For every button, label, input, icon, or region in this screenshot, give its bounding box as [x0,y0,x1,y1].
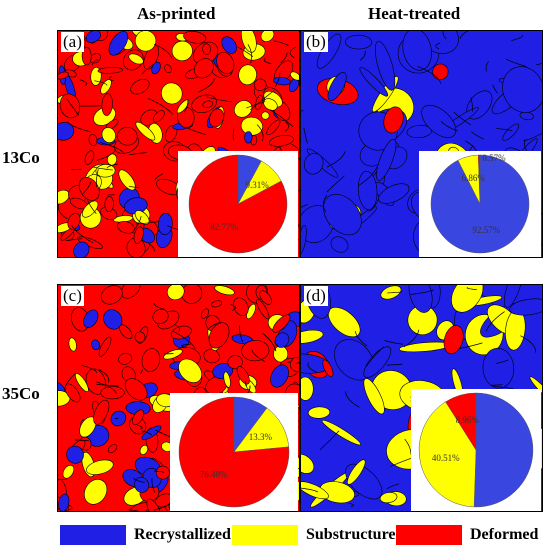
panel-d: 40.51% 8.96% (d) [300,284,543,512]
pie-label-substructured: 40.51% [432,453,460,463]
panel-c: 13.3% 76.48% (c) [57,284,300,512]
legend-item-substructured: Substructured [232,522,404,548]
pie-chart-b: 92.57% 6.86% 0.57% [419,151,541,257]
row-header-35co: 35Co [2,384,40,403]
pie-slice-deformed [445,392,477,451]
pie-label-deformed: 82.77% [210,222,238,232]
pie-label-recrystallized: 92.57% [472,225,500,235]
panel-label-c: (c) [61,286,84,306]
legend-label-recrystallized: Recrystallized [134,526,231,543]
panel-b: 92.57% 6.86% 0.57% (b) [300,30,543,258]
pie-label-substructured: 6.86% [462,173,486,183]
pie-chart-a: 9.31% 82.77% [178,151,298,257]
legend-label-deformed: Deformed [470,526,539,543]
panel-label-d: (d) [304,286,328,306]
legend-swatch-recrystallized [60,525,126,545]
pie-slice-deformed [188,154,288,254]
pie-label-substructured: 13.3% [249,432,273,442]
column-header-heat-treated: Heat-treated [368,4,461,23]
panel-label-b: (b) [304,32,328,52]
pie-label-deformed: 8.96% [456,415,480,425]
pie-label-deformed: 76.48% [200,469,228,479]
row-header-13co: 13Co [2,148,40,167]
pie-slice-deformed [477,154,481,205]
legend-item-deformed: Deformed [396,522,538,548]
pie-slice-substructured [418,401,477,508]
pie-chart-c: 13.3% 76.48% [170,393,298,511]
panel-a: 9.31% 82.77% (a) [57,30,300,258]
panel-label-a: (a) [61,32,84,52]
column-header-as-printed: As-printed [137,4,216,23]
legend-label-substructured: Substructured [306,526,405,543]
pie-label-deformed: 0.57% [482,153,506,163]
legend: Recrystallized Substructured Deformed [60,522,544,548]
legend-swatch-deformed [396,525,462,545]
pie-slice-deformed [178,396,290,508]
pie-slice-recrystallized [473,392,534,508]
legend-swatch-substructured [232,525,298,545]
legend-item-recrystallized: Recrystallized [60,522,231,548]
pie-chart-d: 40.51% 8.96% [411,389,541,511]
pie-label-substructured: 9.31% [245,180,269,190]
